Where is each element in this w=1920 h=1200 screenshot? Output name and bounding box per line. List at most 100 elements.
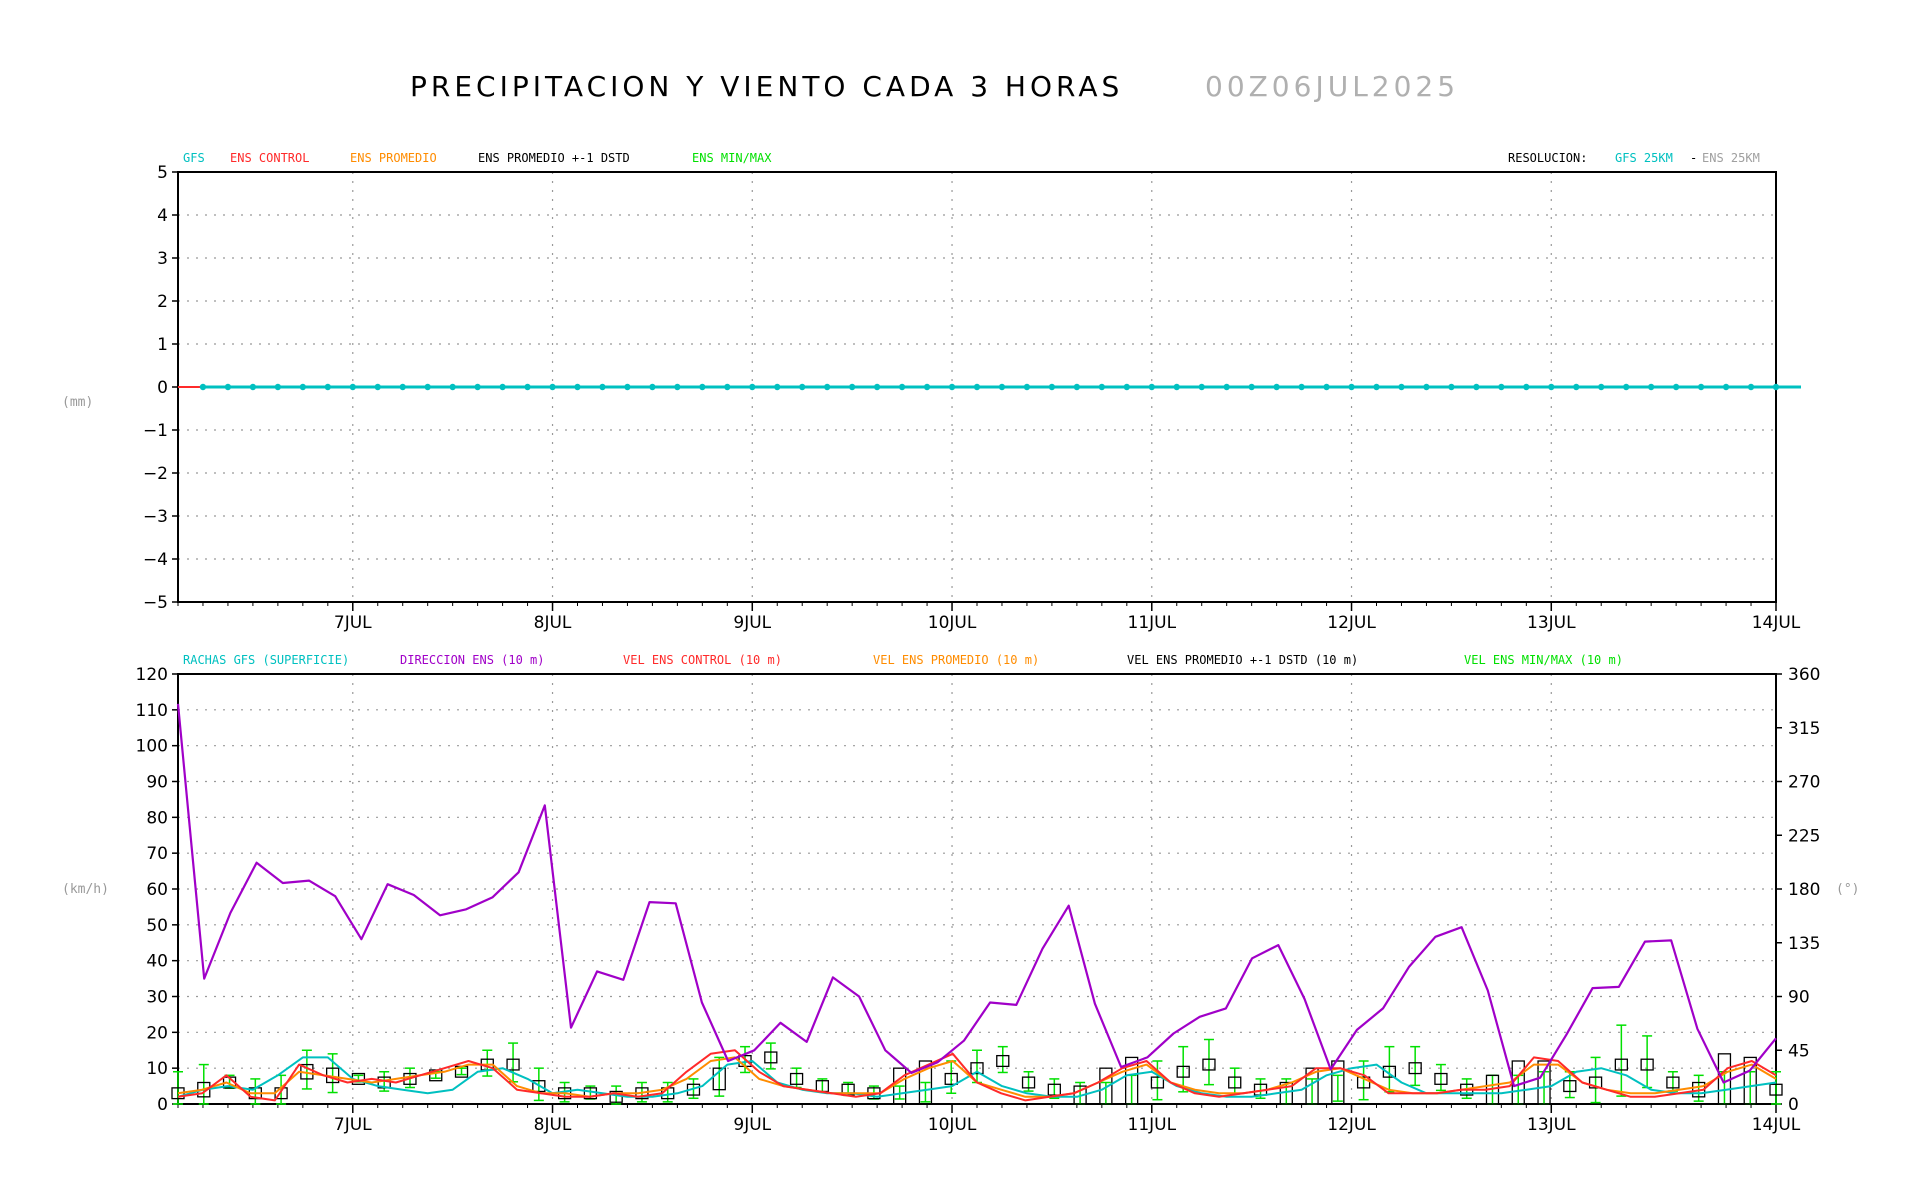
y2-tick-label: 90 bbox=[1788, 988, 1810, 1008]
x-tick-label: 13JUL bbox=[1527, 1115, 1576, 1135]
x-tick-label: 14JUL bbox=[1752, 613, 1801, 633]
std-box bbox=[1331, 1060, 1345, 1105]
gfs-precip-point bbox=[1073, 383, 1081, 391]
precipitation-legend: GFS ENS CONTROL ENS PROMEDIO ENS PROMEDIO +… bbox=[183, 151, 772, 165]
gfs-precip-point bbox=[349, 383, 356, 391]
y-tick-label: 20 bbox=[146, 1023, 168, 1043]
std-box bbox=[532, 1080, 546, 1093]
x-tick-label: 8JUL bbox=[534, 1115, 572, 1135]
legend-entry: ENS CONTROL bbox=[230, 151, 309, 165]
std-box bbox=[764, 1051, 778, 1064]
gfs-precip-point bbox=[524, 383, 531, 391]
y-tick-label: 0 bbox=[157, 378, 168, 398]
x-tick-label: 12JUL bbox=[1327, 1115, 1376, 1135]
gfs-precip-point bbox=[324, 383, 332, 391]
legend-entry: VEL ENS CONTROL (10 m) bbox=[623, 653, 782, 667]
y-tick-label: −2 bbox=[143, 464, 168, 484]
y2-tick-label: 225 bbox=[1788, 826, 1820, 846]
y-tick-label: 50 bbox=[146, 916, 168, 936]
run-label: 00Z06JUL2025 bbox=[1205, 70, 1459, 103]
gfs-precip-point bbox=[724, 383, 731, 391]
resolution-label: RESOLUCION: bbox=[1508, 151, 1587, 165]
y-tick-label: 30 bbox=[146, 988, 168, 1008]
legend-entry: RACHAS GFS (SUPERFICIE) bbox=[183, 653, 349, 667]
gfs-precip-point bbox=[299, 383, 307, 391]
gfs-precip-point bbox=[873, 383, 881, 391]
gust-line bbox=[177, 1056, 1777, 1098]
gfs-precip-point bbox=[848, 383, 856, 391]
std-box bbox=[1202, 1058, 1216, 1071]
legend-entry: VEL ENS MIN/MAX (10 m) bbox=[1464, 653, 1623, 667]
x-tick-label: 9JUL bbox=[733, 1115, 771, 1135]
std-box bbox=[1769, 1083, 1783, 1096]
std-box bbox=[1408, 1062, 1422, 1075]
gfs-precip-point bbox=[549, 383, 556, 391]
std-box bbox=[1099, 1067, 1113, 1105]
std-box bbox=[1356, 1076, 1371, 1089]
gfs-precip-point bbox=[624, 383, 631, 391]
y2-tick-label: 270 bbox=[1788, 773, 1820, 793]
x-tick-label: 13JUL bbox=[1527, 613, 1576, 633]
gfs-precip-point bbox=[1148, 383, 1155, 391]
gfs-precip-point bbox=[749, 383, 756, 391]
x-tick-label: 11JUL bbox=[1128, 613, 1177, 633]
std-box bbox=[970, 1062, 984, 1075]
gfs-precip-point bbox=[1023, 383, 1031, 391]
y-tick-label: 0 bbox=[157, 1095, 168, 1115]
x-tick-label: 10JUL bbox=[928, 613, 977, 633]
control-speed-line bbox=[177, 1049, 1777, 1102]
y-tick-label: 4 bbox=[157, 206, 168, 226]
gfs-precip-point bbox=[923, 383, 931, 391]
x-tick-label: 14JUL bbox=[1752, 1115, 1801, 1135]
gfs-precip-point bbox=[1173, 383, 1180, 391]
gfs-precip-point bbox=[1248, 383, 1255, 391]
std-box bbox=[1666, 1076, 1680, 1089]
std-box bbox=[789, 1072, 804, 1085]
y-tick-label: −5 bbox=[143, 593, 168, 613]
y-tick-label: 100 bbox=[136, 737, 168, 757]
gfs-precip-point bbox=[1273, 383, 1280, 391]
wind-legend: RACHAS GFS (SUPERFICIE) DIRECCION ENS (10… bbox=[183, 653, 1623, 667]
gfs-precip-point bbox=[948, 383, 956, 391]
gfs-precip-point bbox=[199, 383, 207, 391]
y-tick-label: 60 bbox=[146, 880, 168, 900]
std-box bbox=[1537, 1060, 1551, 1105]
gfs-precip-point bbox=[649, 383, 656, 391]
y2-tick-label: 315 bbox=[1788, 719, 1820, 739]
gfs-precip-point bbox=[699, 383, 706, 391]
gfs-precip-point bbox=[774, 383, 781, 391]
legend-entry: VEL ENS PROMEDIO +-1 DSTD (10 m) bbox=[1127, 653, 1358, 667]
gfs-precip-point bbox=[399, 383, 406, 391]
y-tick-label: 90 bbox=[146, 773, 168, 793]
gfs-precip-point bbox=[1398, 383, 1405, 391]
gfs-precip-point bbox=[1223, 383, 1230, 391]
gfs-precip-point bbox=[973, 383, 981, 391]
gfs-precip-point bbox=[674, 383, 681, 391]
y2-tick-label: 360 bbox=[1788, 665, 1820, 685]
chart-title: PRECIPITACION Y VIENTO CADA 3 HORAS bbox=[410, 70, 1123, 103]
x-tick-label: 8JUL bbox=[534, 613, 572, 633]
wind-unit-left: (km/h) bbox=[62, 882, 109, 897]
gfs-precip-point bbox=[1048, 383, 1056, 391]
y-tick-label: −3 bbox=[143, 507, 168, 527]
gfs-precip-point bbox=[274, 383, 282, 391]
gfs-precip-point bbox=[799, 383, 806, 391]
gfs-precip-point bbox=[1373, 383, 1380, 391]
gfs-precip-point bbox=[1523, 383, 1530, 391]
y-tick-label: −1 bbox=[143, 421, 168, 441]
y-tick-label: 70 bbox=[146, 844, 168, 864]
gfs-precip-point bbox=[1298, 383, 1305, 391]
std-box bbox=[403, 1072, 417, 1085]
std-box bbox=[1021, 1076, 1036, 1089]
y-tick-label: 3 bbox=[157, 249, 168, 269]
std-box bbox=[1382, 1065, 1397, 1078]
y-tick-label: 1 bbox=[157, 335, 168, 355]
plot-frame bbox=[177, 673, 1777, 1105]
gfs-precip-point bbox=[1672, 383, 1680, 391]
gfs-precip-point bbox=[1647, 383, 1655, 391]
direction-line bbox=[176, 703, 1777, 1088]
gfs-precip-point bbox=[1123, 383, 1131, 391]
gfs-precip-point bbox=[1573, 383, 1580, 391]
gfs-precip-point bbox=[499, 383, 506, 391]
